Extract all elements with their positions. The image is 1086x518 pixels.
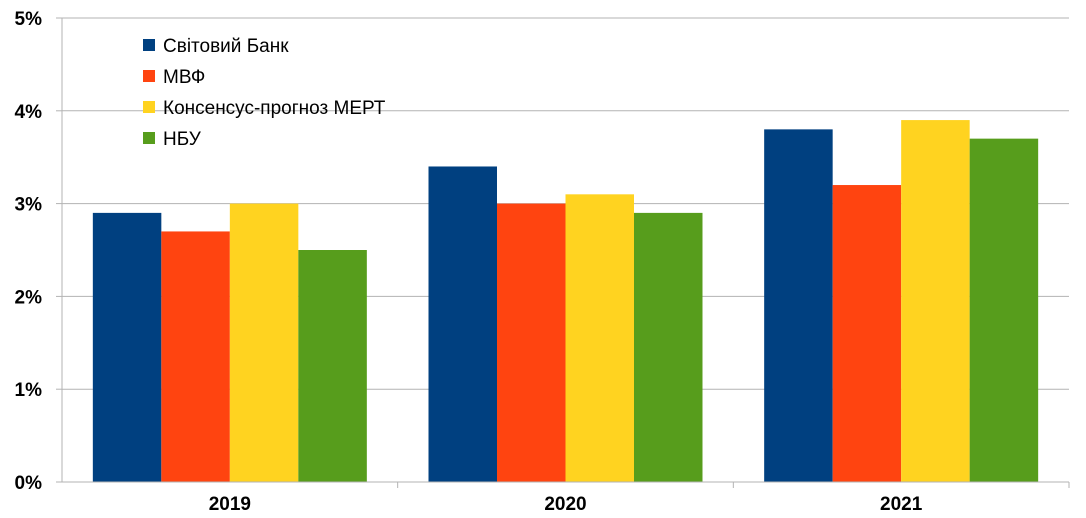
x-tick-label: 2020 [544, 494, 586, 513]
x-tick-label: 2019 [209, 494, 251, 513]
bar [634, 212, 703, 482]
bars [92, 120, 1039, 483]
bar [764, 129, 833, 483]
legend-swatch [143, 39, 155, 51]
legend-label: Світовий Банк [163, 36, 289, 57]
legend-label: НБУ [163, 129, 202, 150]
bar [901, 120, 970, 482]
y-tick-label: 4% [15, 102, 43, 123]
bar [565, 194, 634, 482]
y-tick-label: 2% [15, 287, 43, 308]
bar [969, 138, 1039, 482]
bar [229, 203, 299, 482]
legend: Світовий Банк МВФ Консенсус-прогноз МЕРТ НБ… [143, 36, 386, 150]
x-tick-labels: 2019 2020 2021 [209, 494, 923, 515]
legend-swatch [143, 132, 155, 144]
legend-label: Консенсус-прогноз МЕРТ [163, 98, 386, 119]
bar [92, 212, 162, 482]
bar [497, 203, 566, 482]
y-tick-label: 0% [15, 473, 43, 494]
legend-swatch [143, 101, 155, 113]
bar [161, 231, 230, 482]
y-tick-label: 1% [15, 380, 43, 401]
bar [832, 185, 902, 483]
y-tick-label: 5% [15, 9, 43, 30]
y-tick-label: 3% [15, 195, 43, 216]
bar [428, 166, 497, 483]
x-tick-label: 2021 [880, 494, 923, 513]
bar [298, 250, 367, 482]
y-tick-labels: 0% 1% 2% 3% 4% 5% [15, 9, 43, 494]
legend-swatch [143, 70, 155, 82]
legend-label: МВФ [163, 67, 205, 88]
axes [56, 17, 1070, 488]
